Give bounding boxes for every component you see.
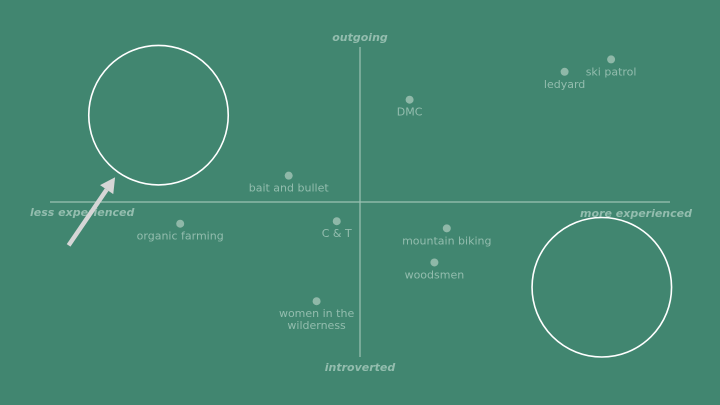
data-point-marker	[560, 67, 569, 76]
data-point-label: mountain biking	[402, 234, 491, 247]
annotations	[66, 44, 673, 358]
data-point-label: ledyard	[544, 78, 585, 91]
data-point: organic farming	[137, 219, 224, 243]
data-point-marker	[442, 224, 451, 233]
data-point-label: woodsmen	[405, 268, 465, 281]
data-point: woodsmen	[405, 258, 465, 281]
data-point-label: DMC	[397, 106, 423, 119]
data-point-marker	[430, 258, 439, 267]
data-point: C & T	[322, 217, 352, 240]
data-point-marker	[284, 171, 293, 180]
data-point-marker	[405, 95, 414, 104]
y-axis-negative-label: introverted	[325, 361, 396, 374]
x-axis-positive-label: more experienced	[580, 207, 692, 220]
empty-circle-top-left	[87, 44, 230, 186]
data-point-marker	[607, 55, 616, 64]
x-axis-negative-label: less experienced	[30, 206, 135, 219]
y-axis-positive-label: outgoing	[332, 31, 388, 44]
data-point-label: C & T	[322, 227, 352, 240]
data-point: bait and bullet	[249, 171, 330, 195]
arrow-shaft	[66, 188, 109, 247]
data-point: DMC	[397, 95, 423, 119]
data-point-marker	[176, 219, 185, 228]
data-point: women in the wilderness	[279, 297, 354, 332]
empty-circle-bottom-right	[531, 216, 673, 358]
axes: less experienced more experienced outgoi…	[30, 31, 692, 374]
data-point: mountain biking	[402, 224, 491, 247]
data-point: ski patrol	[586, 55, 637, 78]
data-point-marker	[312, 297, 321, 306]
data-point-label: organic farming	[137, 230, 224, 243]
arrow-head	[100, 177, 116, 195]
pointer-arrow-icon	[66, 177, 116, 247]
data-point-marker	[332, 217, 341, 226]
data-point: ledyard	[544, 67, 585, 91]
data-point-label: bait and bullet	[249, 182, 330, 195]
data-point-label: ski patrol	[586, 65, 637, 78]
data-point-label: women in the wilderness	[279, 307, 354, 332]
